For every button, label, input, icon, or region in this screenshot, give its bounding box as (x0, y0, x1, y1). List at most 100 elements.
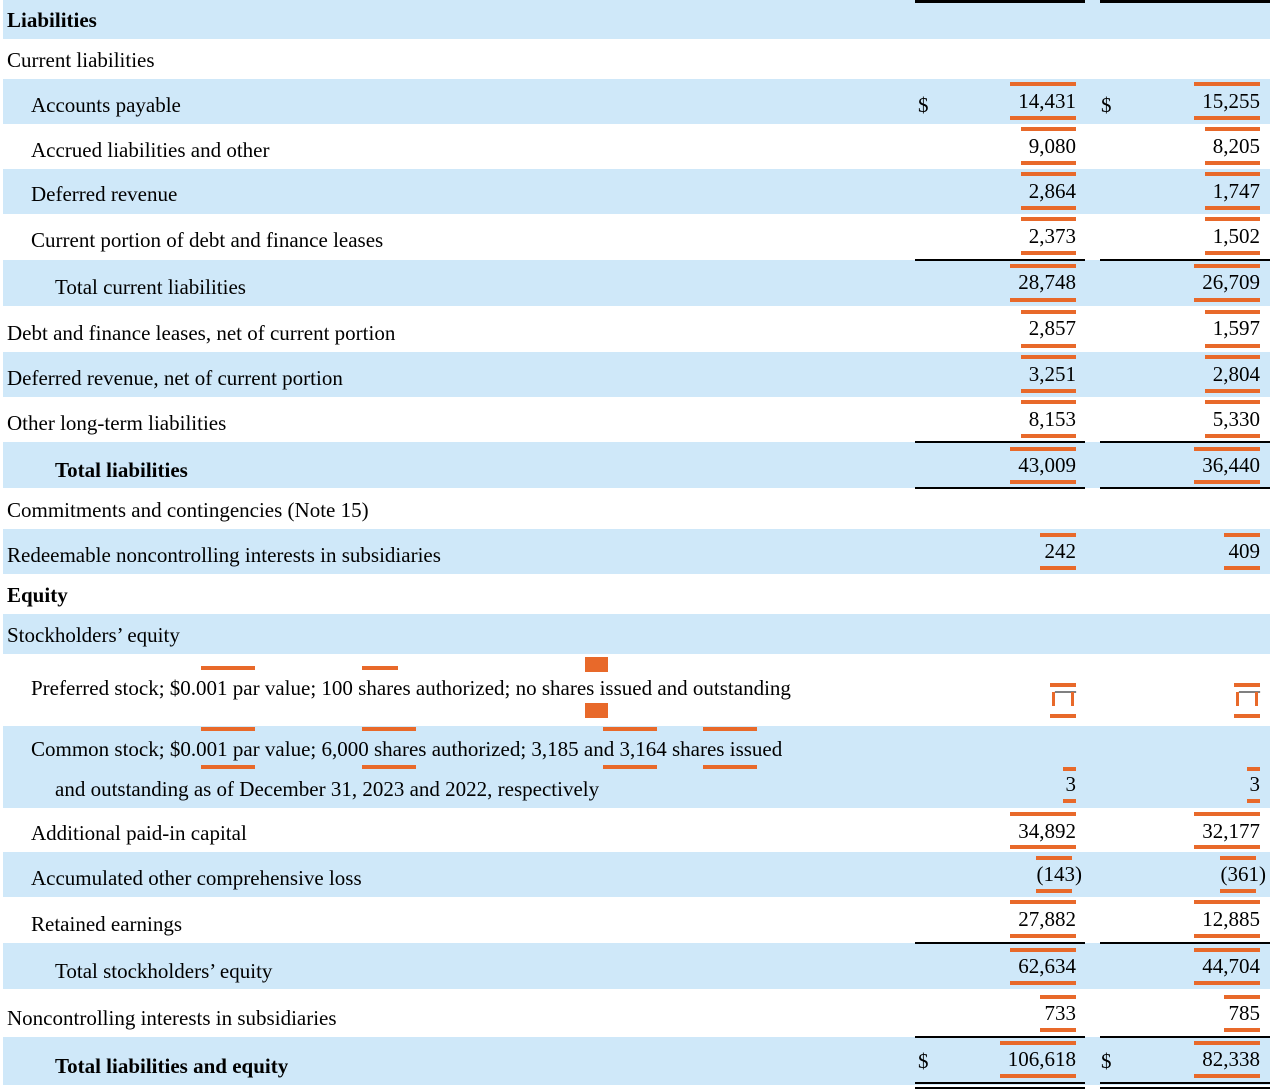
hl-nci-2022-top (1224, 995, 1260, 999)
currency-ap-2022: $ (1101, 93, 1112, 117)
common-text-2: par value; (227, 737, 322, 761)
value-current-debt-2022: 1,502 (1212, 224, 1260, 248)
highlight-common-par-bottom (201, 765, 255, 769)
hl-accrued-2023-top (1021, 127, 1076, 131)
value-deferred-2023: 2,864 (1028, 179, 1076, 203)
rule-total-liab-bot-2023 (915, 487, 1085, 489)
hl-pref-2023-bot (1050, 714, 1076, 718)
hl-totcurr-2023-bot (1010, 298, 1076, 302)
hl-otherlt-2022-top (1205, 400, 1260, 404)
preferred-text-4: shares issued and outstanding (536, 676, 791, 700)
hl-accrued-2022-bot (1205, 161, 1260, 165)
hl-otherlt-2023-top (1021, 400, 1076, 404)
hl-aoci-2022-top (1220, 856, 1256, 860)
hl-debtnc-2023-top (1021, 310, 1076, 314)
col-rule-2022-top (1100, 0, 1270, 3)
value-deferred-2022: 1,747 (1212, 179, 1260, 203)
hl-rnci-2022-bot (1224, 566, 1260, 570)
hl-pref-2022-bot (1234, 714, 1260, 718)
hl-currdebt-2022-bot (1205, 251, 1260, 255)
preferred-text-1: Preferred stock; (31, 676, 170, 700)
rule-total-liab-bot-2022 (1100, 487, 1270, 489)
hl-nci-2023-bot (1040, 1028, 1076, 1032)
hl-common-2022-bot (1247, 799, 1260, 803)
common-shares-authorized: 6,000 (321, 737, 369, 761)
hl-apic-2023-bot (1010, 845, 1076, 849)
value-redeemable-nci-2023: 242 (1044, 539, 1077, 563)
common-text-5: shares issued (666, 737, 783, 761)
highlight-pref-issued-top (585, 657, 608, 672)
hl-defnc-2023-bot (1021, 389, 1076, 393)
value-current-debt-2023: 2,373 (1028, 224, 1076, 248)
hl-retained-2022-bot (1194, 934, 1260, 938)
hl-totliab-2022-bot (1194, 480, 1260, 484)
rule-total-current-2022 (1100, 259, 1270, 261)
label-redeemable-nci: Redeemable noncontrolling interests in s… (7, 543, 441, 567)
hl-ap-2023-bot (1010, 116, 1076, 120)
label-other-lt-liabilities: Other long-term liabilities (7, 411, 227, 435)
hl-nci-2023-top (1040, 995, 1076, 999)
hl-nci-2022-bot (1224, 1028, 1260, 1032)
hl-deferred-2022-bot (1205, 206, 1260, 210)
value-retained-2022: 12,885 (1202, 907, 1260, 931)
rule-total-se-2023 (915, 942, 1085, 944)
hl-deferred-2023-top (1021, 172, 1076, 176)
hl-totcurr-2022-top (1194, 264, 1260, 268)
label-total-liabilities: Total liabilities (55, 458, 188, 482)
hl-defnc-2023-top (1021, 355, 1076, 359)
hl-totse-2022-bot (1194, 981, 1260, 985)
hl-aoci-2023-top (1036, 856, 1072, 860)
hl-currdebt-2022-top (1205, 217, 1260, 221)
value-deferred-noncurrent-2022: 2,804 (1212, 362, 1260, 386)
value-other-lt-2023: 8,153 (1028, 407, 1076, 431)
hl-totliab-2022-top (1194, 447, 1260, 451)
label-total-stockholders-equity: Total stockholders’ equity (55, 959, 273, 983)
hl-otherlt-2023-bot (1021, 434, 1076, 438)
row-bg-accounts-payable (3, 79, 1270, 124)
common-par-value: $0.001 (169, 737, 228, 761)
hl-currdebt-2023-bot (1021, 251, 1076, 255)
rule-total-le-dbl1-2023 (915, 1082, 1085, 1084)
value-accrued-2022: 8,205 (1212, 134, 1260, 158)
value-accrued-2023: 9,080 (1028, 134, 1076, 158)
highlight-common-auth-top (362, 727, 416, 731)
label-current-debt: Current portion of debt and finance leas… (31, 228, 384, 252)
hl-totle-2022-top (1194, 1041, 1260, 1045)
value-apic-2023: 34,892 (1018, 819, 1076, 843)
hl-rnci-2022-top (1224, 533, 1260, 537)
label-deferred-revenue: Deferred revenue (31, 182, 178, 206)
value-redeemable-nci-2022: 409 (1228, 539, 1261, 563)
col-rule-2023-top (915, 0, 1085, 3)
hl-defnc-2022-top (1205, 355, 1260, 359)
rule-total-le-dbl1-2022 (1100, 1082, 1270, 1084)
value-common-2022: 3 (1249, 772, 1261, 796)
hl-currdebt-2023-top (1021, 217, 1076, 221)
row-bg-total-liabilities (3, 442, 1270, 488)
hl-debtnc-2023-bot (1021, 344, 1076, 348)
value-nci-2022: 785 (1228, 1001, 1261, 1025)
common-text-4: and (578, 737, 620, 761)
value-common-2023: 3 (1065, 772, 1077, 796)
hl-ap-2022-bot (1194, 116, 1260, 120)
label-common-stock-line2: and outstanding as of December 31, 2023 … (55, 777, 600, 801)
label-total-liabilities-equity: Total liabilities and equity (55, 1054, 289, 1078)
highlight-pref-issued-bottom (585, 703, 608, 718)
label-accounts-payable: Accounts payable (31, 93, 181, 117)
hl-common-2023-top (1063, 767, 1076, 771)
hl-totcurr-2022-bot (1194, 298, 1260, 302)
hl-pref-2023-bar-l (1052, 692, 1055, 706)
common-shares-2023: 3,185 (531, 737, 579, 761)
rule-total-le-top-2022 (1100, 1036, 1270, 1038)
label-total-current-liabilities: Total current liabilities (55, 275, 246, 299)
value-total-se-2022: 44,704 (1202, 954, 1260, 978)
highlight-pref-par-top (201, 666, 255, 670)
value-aoci-2023: (143) (1036, 862, 1083, 886)
hl-deferred-2022-top (1205, 172, 1260, 176)
label-retained-earnings: Retained earnings (31, 912, 183, 936)
heading-stockholders-equity: Stockholders’ equity (7, 623, 180, 647)
value-ap-2022: 15,255 (1202, 89, 1260, 113)
hl-otherlt-2022-bot (1205, 434, 1260, 438)
hl-common-2023-bot (1063, 799, 1076, 803)
label-aoci: Accumulated other comprehensive loss (31, 866, 362, 890)
value-debt-noncurrent-2023: 2,857 (1028, 316, 1076, 340)
